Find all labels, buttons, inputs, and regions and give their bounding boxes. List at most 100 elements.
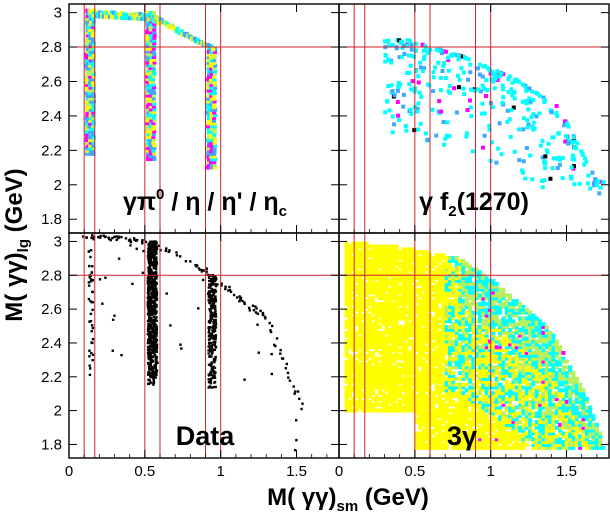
density-cell — [418, 299, 422, 304]
density-cell — [401, 104, 406, 109]
density-cell — [478, 304, 483, 309]
density-cell — [508, 350, 513, 355]
density-cell — [528, 99, 533, 104]
data-point — [252, 308, 256, 312]
density-cell — [501, 396, 506, 401]
density-cell — [454, 307, 459, 312]
density-cell — [411, 267, 416, 272]
density-cell — [109, 10, 114, 15]
density-cell — [367, 368, 372, 373]
data-point — [208, 374, 211, 377]
density-cell — [438, 408, 443, 413]
density-cell — [494, 382, 499, 387]
density-cell — [361, 394, 366, 399]
density-cell — [471, 336, 476, 341]
density-cell — [391, 327, 396, 332]
density-cell — [387, 287, 392, 292]
density-cell — [550, 135, 555, 140]
density-cell — [371, 253, 376, 258]
density-cell — [458, 434, 463, 439]
data-point — [209, 296, 213, 299]
data-point — [151, 282, 154, 286]
density-cell — [484, 379, 489, 384]
density-cell — [354, 339, 359, 344]
data-point — [189, 260, 192, 263]
density-cell — [504, 419, 509, 424]
density-cell — [401, 250, 406, 255]
density-cell — [438, 76, 443, 81]
density-cell — [407, 339, 412, 344]
density-cell — [371, 270, 376, 275]
density-cell — [491, 394, 496, 399]
density-cell — [401, 379, 406, 384]
density-cell — [212, 115, 217, 120]
data-point — [129, 244, 132, 247]
density-cell — [387, 108, 392, 113]
density-cell — [377, 319, 382, 324]
density-cell — [404, 310, 409, 315]
density-cell — [414, 307, 419, 312]
density-cell — [91, 44, 96, 49]
density-cell — [421, 264, 426, 269]
density-cell — [361, 402, 366, 407]
density-cell — [451, 330, 456, 335]
density-cell — [374, 325, 379, 330]
density-cell — [461, 290, 466, 295]
density-cell — [451, 322, 456, 327]
density-cell — [367, 290, 372, 295]
density-cell — [377, 402, 382, 407]
density-cell — [404, 345, 409, 350]
data-point — [169, 324, 172, 327]
density-cell — [454, 402, 459, 407]
density-cell — [146, 156, 151, 161]
density-cell — [404, 336, 409, 341]
density-cell — [421, 302, 426, 307]
density-cell — [471, 287, 476, 292]
density-cell — [88, 107, 93, 112]
density-cell — [461, 287, 466, 292]
density-cell — [434, 440, 439, 445]
data-point — [148, 334, 151, 337]
data-point — [147, 257, 150, 261]
density-cell — [498, 388, 503, 393]
density-cell — [212, 88, 217, 93]
density-cell — [381, 348, 386, 353]
density-cell — [175, 26, 180, 31]
density-cell — [495, 77, 500, 82]
density-cell — [434, 296, 439, 301]
density-cell — [444, 319, 449, 324]
density-cell — [407, 256, 412, 261]
density-cell — [367, 373, 372, 378]
density-cell — [367, 244, 372, 249]
density-cell — [478, 327, 483, 332]
density-cell — [361, 382, 366, 387]
density-cell — [88, 77, 93, 82]
density-cell — [508, 411, 513, 416]
density-cell — [497, 74, 502, 79]
data-point — [90, 236, 93, 240]
density-cell — [468, 428, 473, 433]
density-cell — [498, 373, 503, 378]
density-cell — [418, 391, 422, 396]
density-cell — [145, 151, 150, 156]
density-cell — [364, 287, 369, 292]
density-cell — [206, 88, 211, 93]
data-point — [147, 292, 150, 296]
data-point — [89, 319, 93, 323]
density-cell — [468, 336, 473, 341]
density-cell — [524, 145, 529, 150]
data-point — [153, 272, 156, 275]
density-cell — [364, 373, 369, 378]
density-cell — [448, 359, 453, 364]
density-cell — [461, 310, 466, 315]
density-cell — [411, 382, 416, 387]
density-cell — [484, 287, 489, 292]
density-cell — [416, 127, 421, 132]
density-cell — [404, 299, 409, 304]
density-cell — [454, 422, 459, 427]
density-cell — [508, 296, 513, 301]
density-cell — [434, 336, 439, 341]
density-cell — [481, 342, 486, 347]
density-cell — [474, 333, 479, 338]
data-point — [153, 288, 156, 291]
